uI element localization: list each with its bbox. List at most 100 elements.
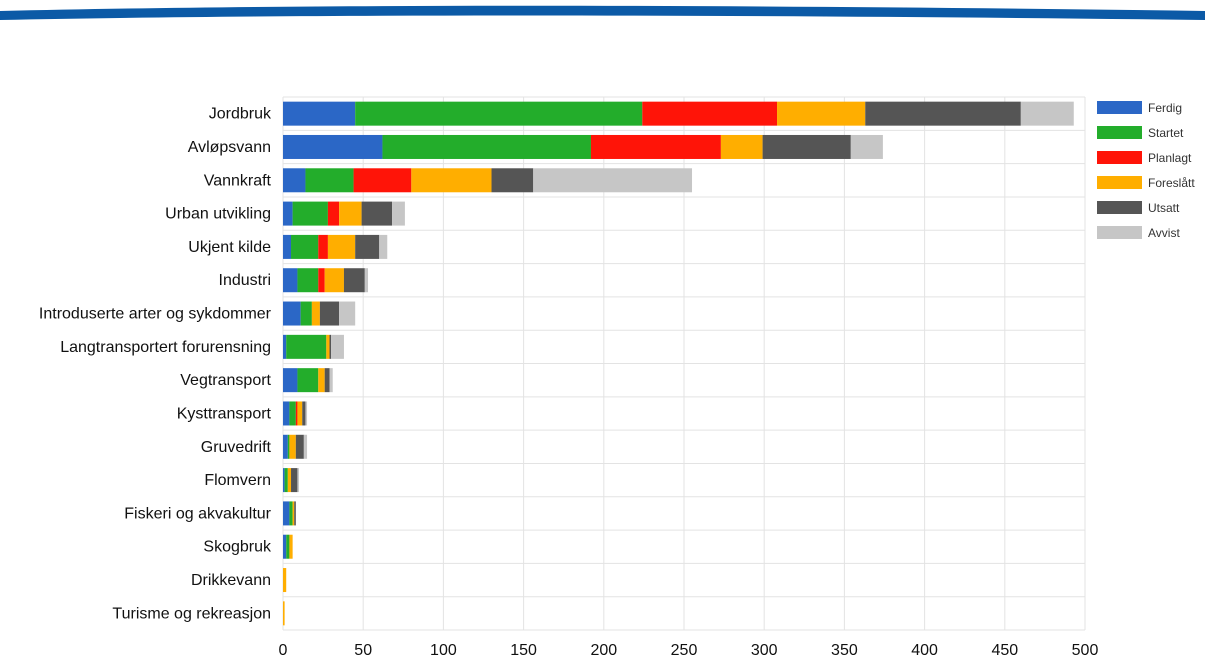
bar-segment	[762, 134, 851, 159]
x-tick-label: 100	[430, 642, 457, 659]
legend-swatch	[1097, 226, 1142, 239]
x-tick-label: 250	[671, 642, 698, 659]
bar-segment	[491, 168, 534, 193]
x-tick-label: 350	[831, 642, 858, 659]
bar-segment	[364, 268, 369, 293]
category-label: Skogbruk	[203, 539, 272, 556]
bar-segment	[297, 368, 319, 393]
x-axis-ticks: 0 50 100 150 200 250 300 350 400 450 500	[279, 642, 1099, 659]
bars	[283, 101, 1074, 626]
bar-segment	[324, 268, 344, 293]
bar-segment	[327, 234, 356, 259]
bar-segment	[287, 434, 290, 459]
bar-segment	[343, 268, 365, 293]
bar-segment	[297, 468, 300, 493]
bar-segment	[286, 534, 290, 559]
bar-segment	[283, 268, 298, 293]
x-tick-label: 50	[354, 642, 372, 659]
bar-segment	[283, 234, 292, 259]
bar-segment	[305, 168, 354, 193]
bar-segment	[590, 134, 721, 159]
category-label: Kysttransport	[177, 405, 272, 422]
bar-segment	[283, 401, 290, 426]
bar-segment	[324, 368, 330, 393]
bar-segment	[289, 401, 296, 426]
bar-segment	[289, 434, 296, 459]
bar-segment	[302, 401, 306, 426]
bar-segment	[297, 268, 319, 293]
legend-swatch	[1097, 151, 1142, 164]
bar-segment	[720, 134, 763, 159]
bar-segment	[286, 334, 327, 359]
bar-segment	[289, 501, 293, 526]
bar-segment	[283, 434, 288, 459]
x-tick-label: 400	[911, 642, 938, 659]
bar-segment	[865, 101, 1021, 126]
bar-segment	[382, 134, 591, 159]
category-label: Vannkraft	[204, 172, 272, 189]
bar-segment	[361, 201, 393, 226]
bar-segment	[283, 368, 298, 393]
bar-segment	[295, 434, 304, 459]
category-label: Gruvedrift	[201, 439, 272, 456]
bar-segment	[353, 168, 412, 193]
bar-segment	[1020, 101, 1074, 126]
legend-label: Ferdig	[1148, 101, 1182, 115]
bar-segment	[355, 234, 380, 259]
bar-segment	[850, 134, 883, 159]
category-label: Flomvern	[204, 472, 271, 489]
bar-segment	[642, 101, 778, 126]
bar-segment	[533, 168, 693, 193]
bar-segment	[292, 201, 328, 226]
bar-segment	[311, 301, 320, 326]
category-label: Industri	[219, 272, 271, 289]
bar-segment	[355, 101, 643, 126]
category-label: Drikkevann	[191, 572, 271, 589]
x-tick-label: 300	[751, 642, 778, 659]
bar-segment	[777, 101, 866, 126]
bar-segment	[283, 134, 383, 159]
bar-segment	[297, 401, 303, 426]
bar-segment	[379, 234, 388, 259]
bar-segment	[295, 401, 298, 426]
bar-segment	[329, 334, 332, 359]
bar-segment	[326, 334, 330, 359]
legend-label: Startet	[1148, 126, 1184, 140]
x-tick-label: 0	[279, 642, 288, 659]
bar-segment	[283, 201, 293, 226]
legend-swatch	[1097, 101, 1142, 114]
bar-segment	[294, 501, 296, 526]
bar-segment	[305, 401, 308, 426]
x-tick-label: 200	[590, 642, 617, 659]
bar-segment	[339, 301, 356, 326]
bar-segment	[392, 201, 405, 226]
bar-segment	[283, 101, 356, 126]
legend-label: Avvist	[1148, 226, 1180, 240]
bar-segment	[283, 568, 287, 593]
legend: Ferdig Startet Planlagt Foreslått Utsatt Avvi…	[1097, 101, 1195, 240]
x-tick-label: 450	[991, 642, 1018, 659]
bar-segment	[283, 468, 285, 493]
bar-segment	[283, 501, 290, 526]
bar-segment	[291, 468, 298, 493]
category-label: Vegtransport	[180, 372, 271, 389]
bar-segment	[283, 301, 301, 326]
bar-segment	[287, 468, 292, 493]
bar-segment	[329, 368, 333, 393]
category-label: Urban utvikling	[165, 206, 271, 223]
legend-label: Utsatt	[1148, 201, 1180, 215]
bar-segment	[300, 301, 312, 326]
bar-segment	[339, 201, 362, 226]
header-banner	[0, 5, 1205, 20]
bar-segment	[318, 268, 325, 293]
category-label: Jordbruk	[209, 106, 272, 123]
category-label: Avløpsvann	[188, 139, 271, 156]
bar-segment	[283, 534, 287, 559]
bar-segment	[303, 434, 308, 459]
bar-segment	[319, 301, 340, 326]
bar-segment	[284, 468, 288, 493]
bar-segment	[331, 334, 344, 359]
bar-segment	[291, 234, 319, 259]
bar-segment	[283, 334, 287, 359]
legend-label: Foreslått	[1148, 176, 1195, 190]
